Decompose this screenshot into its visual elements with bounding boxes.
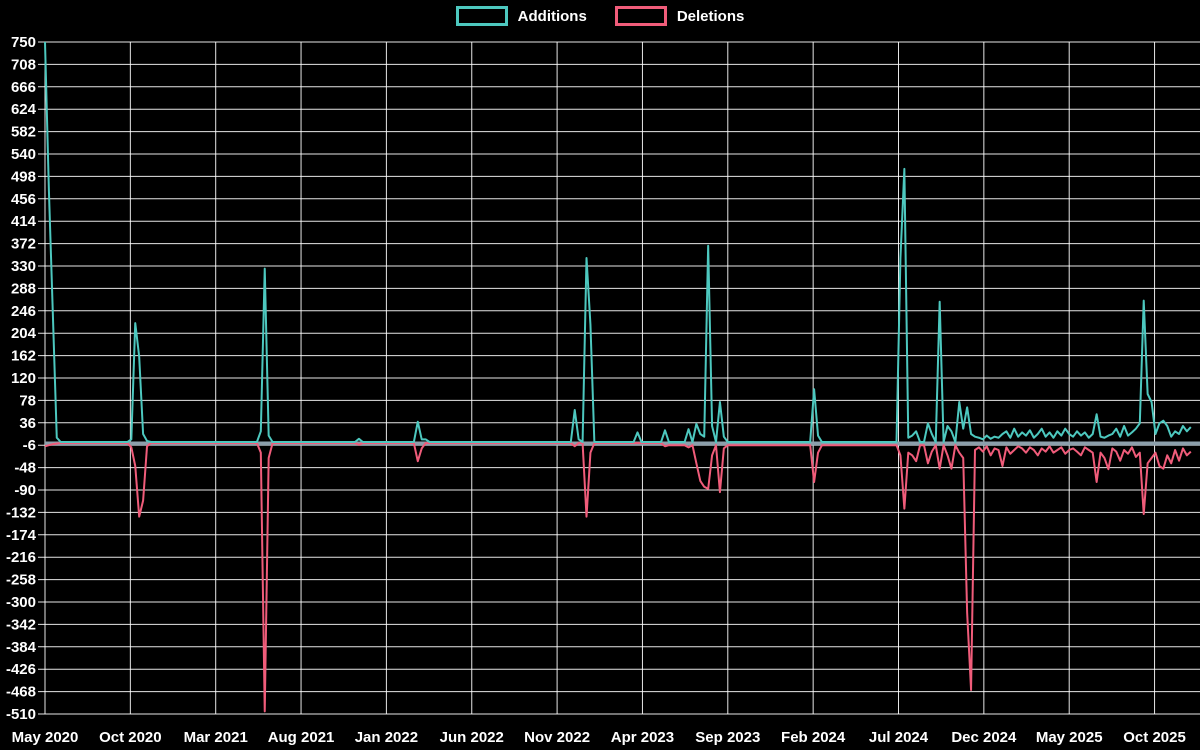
x-tick-label: Sep 2023 — [695, 729, 760, 746]
x-tick-label: Dec 2024 — [951, 729, 1017, 746]
y-tick-label: 204 — [11, 325, 37, 342]
y-tick-label: -90 — [14, 482, 36, 499]
y-tick-label: -384 — [6, 639, 37, 656]
legend-label-additions: Additions — [517, 7, 587, 25]
x-tick-label: May 2025 — [1036, 729, 1103, 746]
y-tick-label: -468 — [6, 684, 36, 701]
y-tick-label: 582 — [11, 124, 36, 141]
x-tick-label: Jul 2024 — [869, 729, 929, 746]
y-tick-label: 540 — [11, 146, 36, 163]
y-tick-label: 498 — [11, 168, 36, 185]
y-tick-label: -174 — [6, 527, 37, 544]
additions-line — [44, 41, 1192, 443]
x-tick-label: May 2020 — [12, 729, 79, 746]
x-tick-label: Aug 2021 — [268, 729, 335, 746]
x-tick-label: Jun 2022 — [440, 729, 504, 746]
x-tick-label: Apr 2023 — [611, 729, 674, 746]
y-tick-label: -510 — [6, 706, 36, 723]
y-tick-label: 162 — [11, 348, 36, 365]
y-tick-label: 666 — [11, 79, 36, 96]
y-tick-label: -426 — [6, 661, 36, 678]
y-tick-label: 288 — [11, 280, 36, 297]
y-tick-label: -6 — [23, 437, 36, 454]
chart-legend: Additions Deletions — [0, 6, 1200, 26]
y-tick-label: -132 — [6, 504, 36, 521]
y-tick-label: 456 — [11, 191, 36, 208]
x-tick-label: Mar 2021 — [184, 729, 248, 746]
y-tick-label: 120 — [11, 370, 36, 387]
legend-item-deletions[interactable]: Deletions — [614, 6, 745, 26]
y-tick-label: 414 — [11, 213, 37, 230]
x-tick-label: Jan 2022 — [355, 729, 418, 746]
y-tick-label: 624 — [11, 101, 37, 118]
additions-swatch-icon — [455, 6, 508, 26]
y-tick-label: 330 — [11, 258, 36, 275]
x-tick-label: Nov 2022 — [524, 729, 590, 746]
y-tick-label: -48 — [14, 460, 36, 477]
deletions-line — [44, 442, 1192, 713]
deletions-swatch-icon — [614, 6, 667, 26]
y-tick-label: 78 — [19, 392, 36, 409]
legend-label-deletions: Deletions — [676, 7, 745, 25]
y-tick-label: -258 — [6, 572, 36, 589]
y-tick-label: 708 — [11, 56, 36, 73]
y-tick-label: 246 — [11, 303, 36, 320]
y-tick-label: 36 — [19, 415, 36, 432]
y-tick-label: 372 — [11, 236, 36, 253]
y-tick-label: 750 — [11, 34, 36, 51]
x-tick-label: Feb 2024 — [781, 729, 846, 746]
y-tick-label: -216 — [6, 549, 36, 566]
y-tick-label: -342 — [6, 616, 36, 633]
x-tick-label: Oct 2025 — [1123, 729, 1186, 746]
x-tick-label: Oct 2020 — [99, 729, 162, 746]
legend-item-additions[interactable]: Additions — [455, 6, 587, 26]
y-tick-label: -300 — [6, 594, 36, 611]
